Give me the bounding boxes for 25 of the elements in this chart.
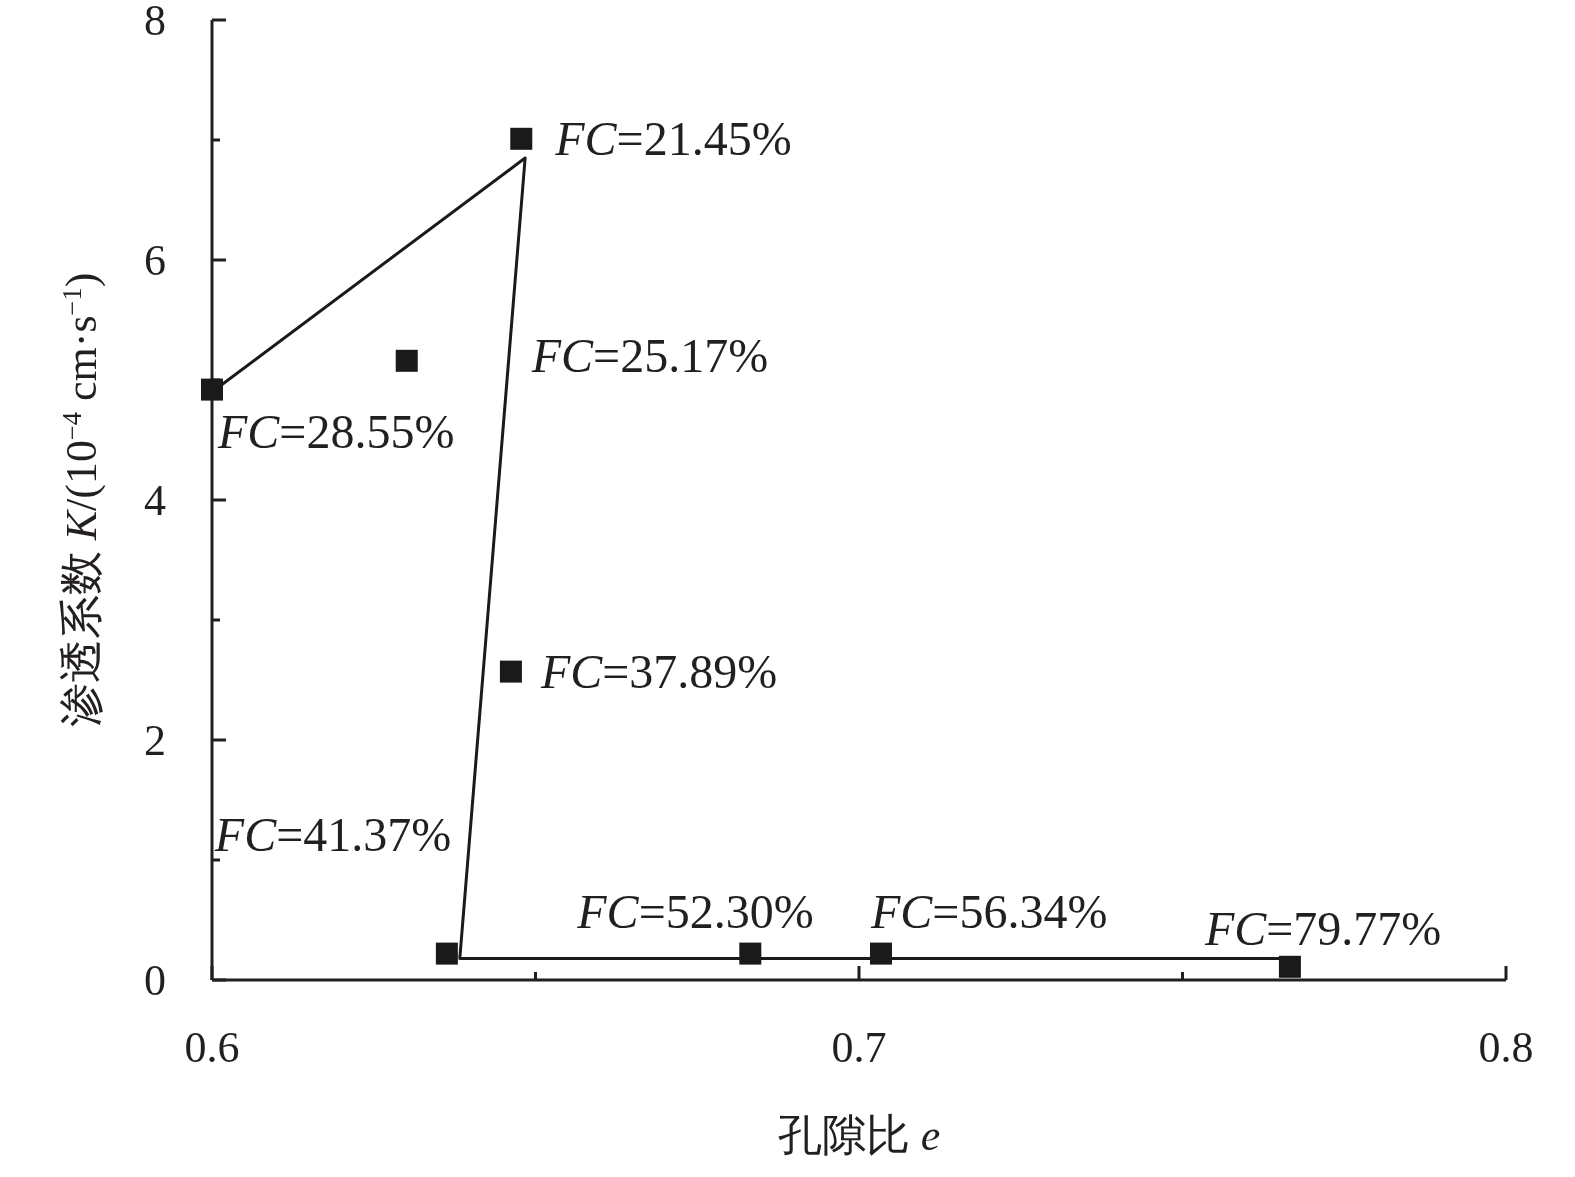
annotation: FC=56.34%	[870, 884, 1108, 938]
point	[739, 942, 762, 965]
y-tick-label: 0	[144, 956, 166, 1005]
annotation: FC=37.89%	[539, 644, 778, 698]
point	[435, 942, 458, 965]
y-tick-label: 8	[144, 0, 166, 45]
annotation: FC=52.30%	[576, 884, 814, 938]
y-tick-label: 2	[144, 716, 166, 765]
x-tick-label: 0.7	[831, 1023, 887, 1072]
point	[201, 378, 223, 401]
annotation: FC=25.17%	[530, 328, 769, 382]
annotation: FC=21.45%	[554, 111, 792, 165]
point	[499, 660, 522, 683]
point	[395, 349, 418, 372]
x-tick-label: 0.6	[184, 1023, 240, 1072]
y-tick-label: 6	[144, 236, 166, 285]
point	[1278, 955, 1301, 978]
x-tick-label: 0.8	[1478, 1023, 1534, 1072]
annotation: FC=41.37%	[213, 807, 452, 861]
point	[510, 127, 533, 150]
point	[870, 942, 892, 965]
y-tick-label: 4	[144, 476, 166, 525]
annotation: FC=79.77%	[1203, 901, 1442, 955]
annotation: FC=28.55%	[217, 404, 455, 458]
x-axis-title: 孔隙比 e	[777, 1111, 941, 1160]
